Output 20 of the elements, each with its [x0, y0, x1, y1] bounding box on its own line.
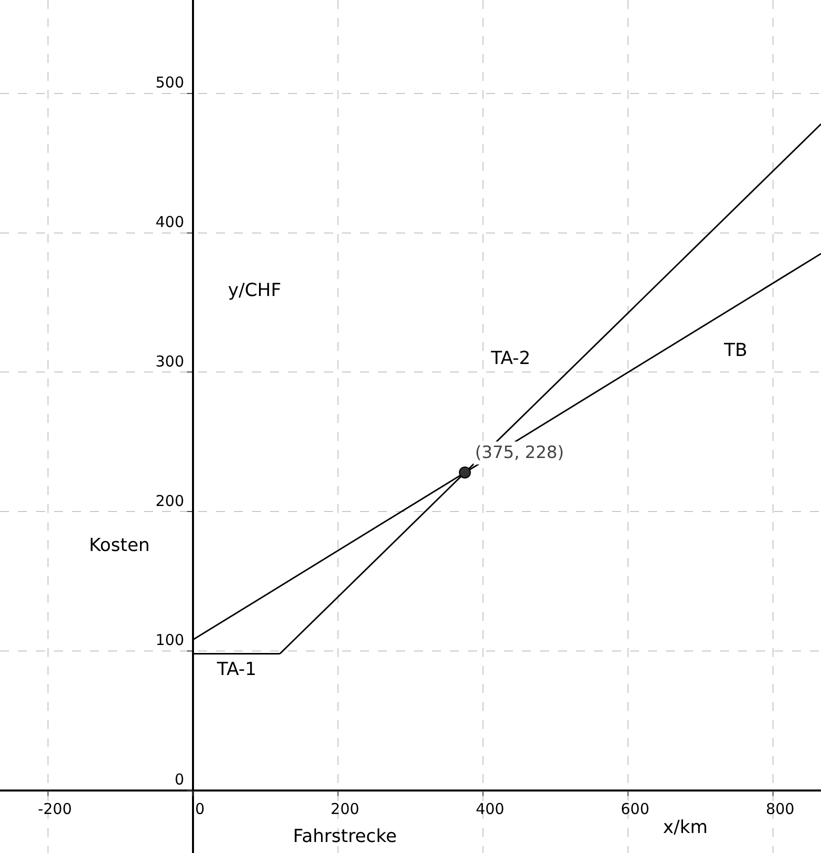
y-tick-label: 0 — [174, 770, 184, 789]
x-tick-label: 600 — [620, 800, 650, 818]
series-label: TA-1 — [216, 659, 256, 680]
annotation: Fahrstrecke — [293, 826, 397, 847]
y-tick-label: 200 — [156, 492, 184, 510]
y-axis-title: y/CHF — [228, 280, 282, 301]
series-label: TA-2 — [490, 348, 530, 369]
annotation: (375, 228) — [475, 443, 564, 463]
x-axis-title: x/km — [663, 817, 708, 838]
y-tick-label: 300 — [156, 352, 184, 370]
x-tick-label: 0 — [195, 800, 205, 818]
x-tick-label: 400 — [476, 800, 504, 818]
x-tick-label: -200 — [38, 800, 72, 818]
x-tick-label: 800 — [766, 800, 794, 818]
y-tick-label: 100 — [156, 631, 184, 650]
y-tick-label: 500 — [156, 74, 184, 92]
y-tick-label: 400 — [156, 213, 184, 232]
series-label: TB — [723, 340, 748, 361]
x-tick-label: 200 — [330, 800, 360, 818]
annotation: Kosten — [89, 535, 150, 556]
